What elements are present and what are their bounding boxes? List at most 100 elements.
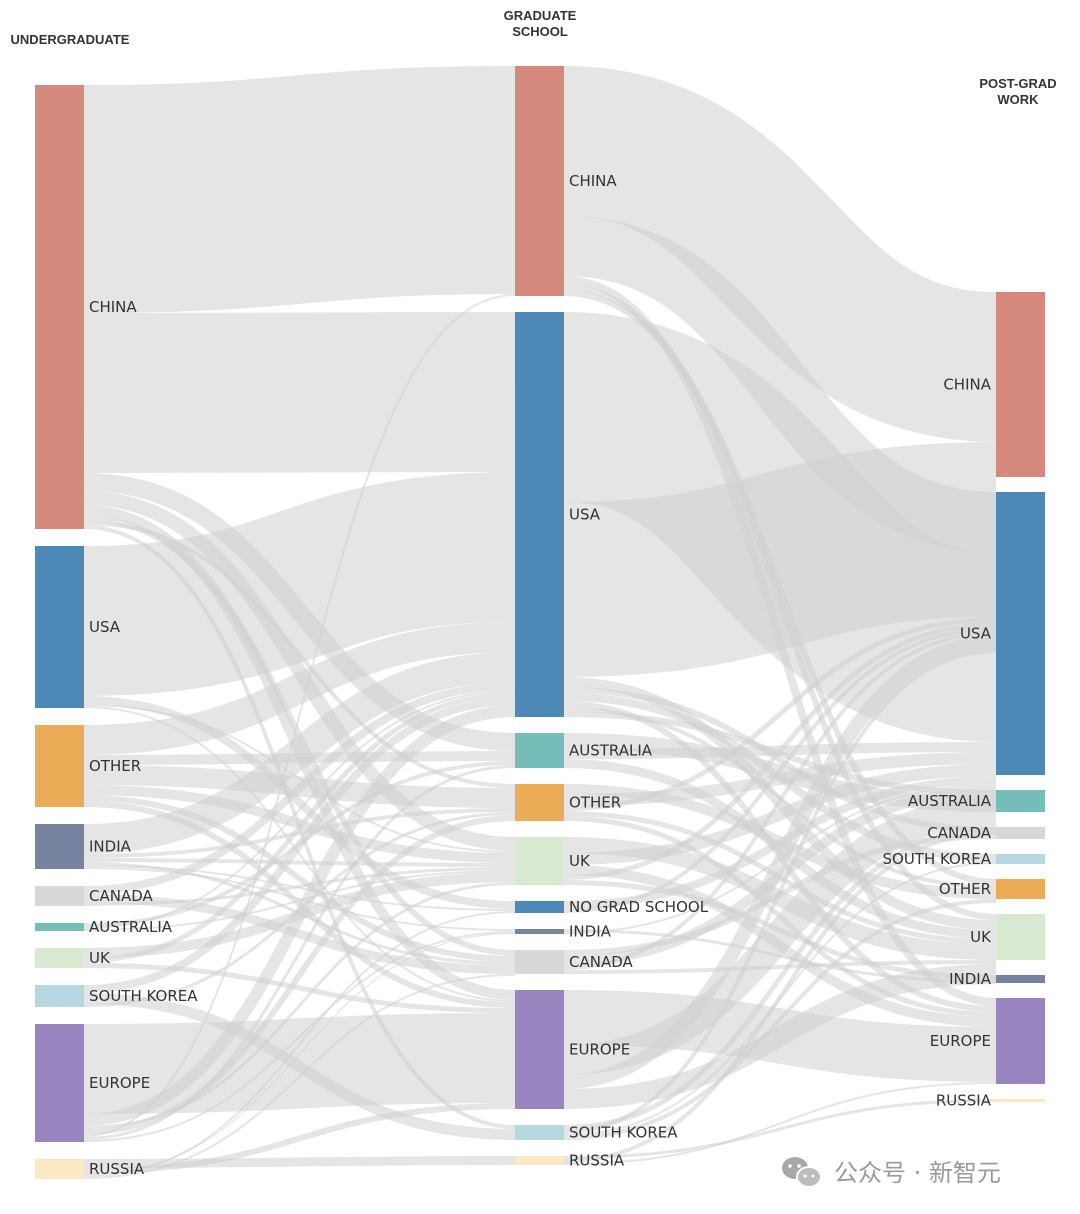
node-pg_india — [996, 975, 1045, 983]
flow-ug_russia-to-gs_canada — [83, 974, 516, 1179]
node-gs_australia — [515, 733, 564, 768]
flow-ug_canada-to-gs_uk — [83, 867, 516, 906]
flow-gs_russia-to-pg_russia — [563, 1099, 997, 1159]
node-gs_uk — [515, 837, 564, 885]
column-title-gs-line-0: GRADUATE — [504, 8, 577, 23]
flow-gs_canada-to-pg_uk — [563, 960, 997, 974]
label-pg_europe: EUROPE — [930, 1032, 991, 1050]
flow-gs_other-to-pg_china — [563, 617, 997, 811]
label-gs_europe: EUROPE — [569, 1041, 630, 1059]
flow-gs_nograd-to-pg_usa — [563, 776, 997, 909]
node-pg_europe — [996, 998, 1045, 1084]
node-gs_other — [515, 784, 564, 821]
node-gs_usa — [515, 312, 564, 717]
node-gs_india — [515, 929, 564, 934]
node-labels: CHINA USA OTHER INDIA CANADA AUSTRALIA UK SOUTH… — [89, 172, 992, 1178]
flow-ug_china-to-gs_usa — [83, 312, 516, 473]
label-gs_russia: RUSSIA — [569, 1152, 625, 1170]
flow-gs_nograd-to-pg_china — [563, 627, 997, 913]
node-gs_southkorea — [515, 1125, 564, 1140]
label-pg_australia: AUSTRALIA — [908, 792, 992, 810]
label-ug_canada: CANADA — [89, 887, 154, 905]
flow-ug_usa-to-gs_usa — [83, 472, 516, 696]
flow-ug_europe-to-gs_china — [83, 294, 516, 1137]
flow-ug_russia-to-gs_russia — [83, 1156, 516, 1168]
label-ug_australia: AUSTRALIA — [89, 918, 173, 936]
node-pg_uk — [996, 914, 1045, 960]
flow-gs_russia-to-pg_usa — [563, 831, 997, 1163]
flow-gs_canada-to-pg_china — [563, 631, 997, 970]
label-pg_uk: UK — [970, 928, 992, 946]
flow-ug_other-to-gs_usa — [83, 622, 516, 755]
flow-ug_india-to-gs_usa — [83, 652, 516, 854]
node-pg_canada — [996, 827, 1045, 839]
node-pg_usa — [996, 492, 1045, 775]
column-title-ug-line-0: UNDERGRADUATE — [11, 32, 130, 47]
flow-links — [83, 66, 1000, 1179]
label-gs_usa: USA — [569, 506, 601, 524]
label-gs_uk: UK — [569, 852, 591, 870]
label-ug_china: CHINA — [89, 298, 137, 316]
flow-gs_southkorea-to-pg_usa — [563, 826, 997, 1130]
label-pg_canada: CANADA — [927, 824, 992, 842]
label-ug_uk: UK — [89, 949, 111, 967]
label-gs_china: CHINA — [569, 172, 617, 190]
flow-ug_australia-to-gs_usa — [83, 690, 516, 929]
label-ug_usa: USA — [89, 618, 121, 636]
node-pg_australia — [996, 790, 1045, 812]
column-title-pg-line-1: WORK — [997, 92, 1039, 107]
label-pg_india: INDIA — [949, 970, 992, 988]
label-gs_other: OTHER — [569, 794, 621, 812]
label-pg_china: CHINA — [943, 376, 991, 394]
flow-ug_russia-to-gs_nograd — [83, 911, 516, 1177]
watermark: 公众号 · 新智元 — [782, 1157, 1001, 1188]
flow-ug_europe-to-gs_usa — [83, 705, 516, 1126]
node-gs_canada — [515, 950, 564, 974]
label-ug_russia: RUSSIA — [89, 1160, 145, 1178]
flow-ug_europe-to-gs_india — [83, 931, 516, 1142]
node-gs_europe — [515, 990, 564, 1109]
flow-ug_australia-to-gs_uk — [83, 870, 516, 931]
wechat-icon — [782, 1157, 822, 1188]
node-pg_other — [996, 879, 1045, 899]
node-ug_other — [35, 725, 84, 807]
node-ug_usa — [35, 546, 84, 708]
node-pg_russia — [996, 1099, 1045, 1102]
label-gs_australia: AUSTRALIA — [569, 742, 653, 760]
label-ug_europe: EUROPE — [89, 1074, 150, 1092]
node-pg_southkorea — [996, 854, 1045, 864]
watermark-text: 公众号 · 新智元 — [834, 1159, 1001, 1187]
label-gs_southkorea: SOUTH KOREA — [569, 1124, 678, 1142]
node-ug_southkorea — [35, 985, 84, 1007]
node-ug_india — [35, 824, 84, 869]
node-ug_canada — [35, 886, 84, 906]
flow-ug_uk-to-gs_europe — [83, 963, 516, 1013]
label-pg_russia: RUSSIA — [936, 1092, 992, 1110]
node-gs_nograd — [515, 901, 564, 913]
node-bars — [35, 66, 1045, 1179]
label-gs_canada: CANADA — [569, 953, 634, 971]
node-gs_china — [515, 66, 564, 296]
flow-ug_uk-to-gs_usa — [83, 692, 516, 963]
label-gs_india: INDIA — [569, 923, 612, 941]
flow-ug_europe-to-gs_other — [83, 815, 516, 1135]
flow-ug_southkorea-to-gs_usa — [83, 697, 516, 993]
flow-ug_india-to-gs_uk — [83, 858, 516, 867]
flow-ug_europe-to-gs_australia — [83, 765, 516, 1140]
flow-gs_southkorea-to-pg_other — [563, 899, 997, 1140]
node-ug_europe — [35, 1024, 84, 1142]
label-ug_southkorea: SOUTH KOREA — [89, 987, 198, 1005]
flow-ug_usa-to-gs_nograd — [83, 696, 516, 909]
flow-ug_india-to-gs_other — [83, 808, 516, 858]
flow-ug_europe-to-gs_europe — [83, 1013, 516, 1114]
flow-gs_russia-to-pg_europe — [563, 1082, 997, 1165]
flow-gs_uk-to-pg_usa — [563, 764, 997, 865]
flow-ug_other-to-gs_canada — [83, 795, 516, 962]
node-ug_australia — [35, 923, 84, 931]
node-ug_china — [35, 85, 84, 529]
flow-ug_canada-to-gs_usa — [83, 682, 516, 894]
label-gs_nograd: NO GRAD SCHOOL — [569, 898, 709, 916]
node-gs_russia — [515, 1156, 564, 1165]
